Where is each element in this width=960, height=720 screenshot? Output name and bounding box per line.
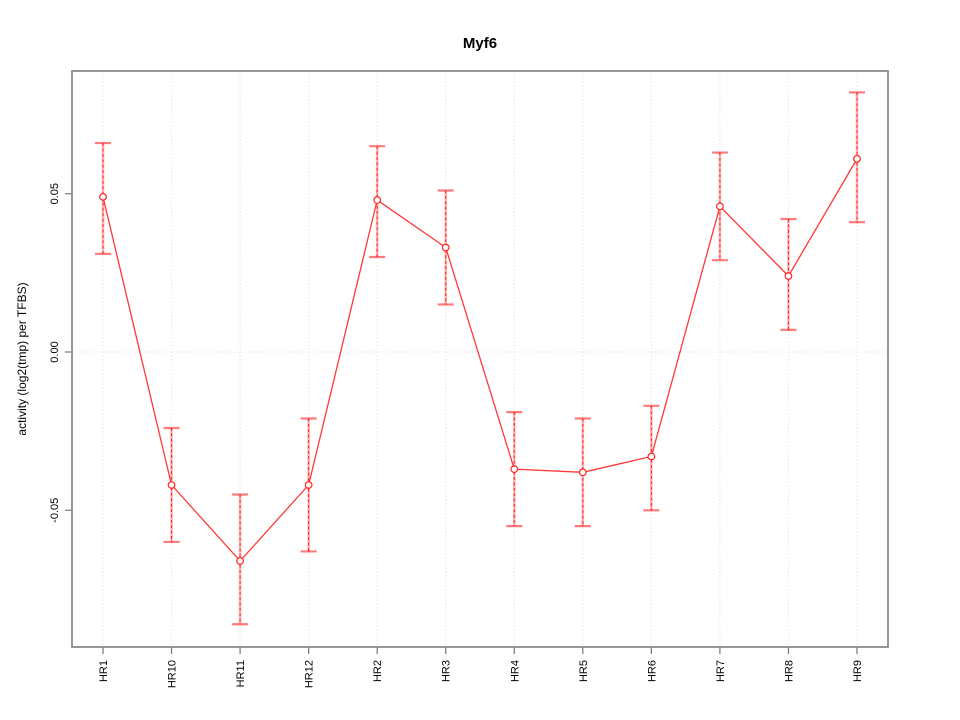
x-tick-label: HR11 — [235, 660, 247, 687]
data-point-marker — [373, 196, 382, 204]
data-point-marker — [578, 468, 587, 477]
plot-border — [71, 70, 889, 648]
chart-title: Myf6 — [462, 35, 498, 52]
data-point-marker — [441, 243, 450, 252]
data-point-marker — [510, 465, 519, 474]
data-point-marker — [304, 481, 313, 489]
x-tick-label: HR10 — [167, 660, 179, 688]
data-point-marker — [647, 452, 656, 461]
data-point-marker — [716, 202, 724, 211]
x-tick-label: HR2 — [372, 660, 384, 682]
x-tick-label: HR8 — [783, 660, 795, 682]
data-point-marker — [167, 481, 176, 489]
x-tick-label: HR7 — [715, 660, 727, 682]
data-point-marker — [99, 192, 107, 201]
data-point-marker — [853, 154, 861, 163]
data-point-marker — [784, 272, 793, 280]
x-tick-label: HR12 — [304, 660, 316, 688]
x-tick-label: HR9 — [852, 660, 864, 682]
y-tick-label: -0.05 — [49, 498, 61, 523]
y-tick-label: 0.05 — [49, 183, 61, 204]
series-line — [102, 158, 858, 562]
x-tick-label: HR3 — [441, 660, 453, 682]
x-tick-label: HR6 — [646, 660, 658, 682]
y-tick-label: 0.00 — [49, 341, 61, 362]
x-tick-label: HR4 — [509, 660, 521, 682]
data-point-marker — [236, 557, 244, 565]
x-tick-label: HR5 — [578, 660, 590, 682]
x-tick-label: HR1 — [98, 660, 110, 682]
